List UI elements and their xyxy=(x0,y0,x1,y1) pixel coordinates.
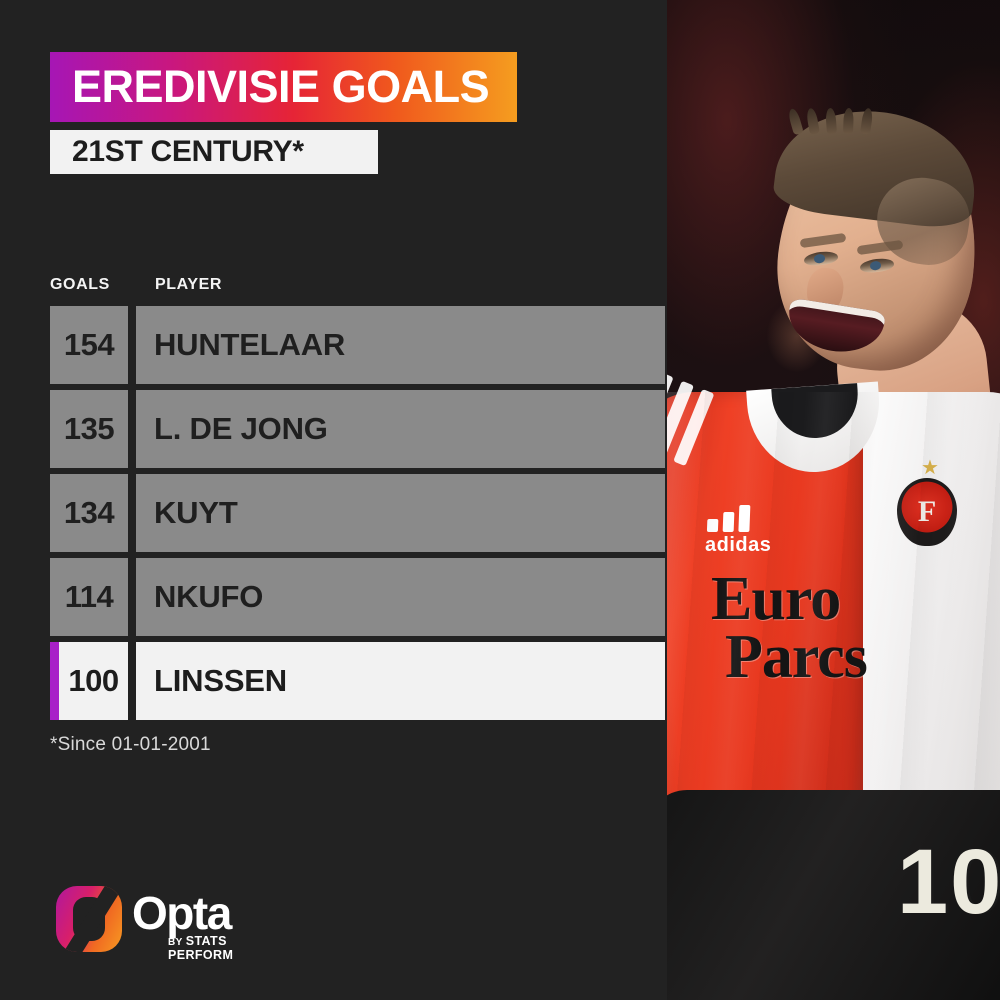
player-photo: adidas Euro Parcs F ★ 10 xyxy=(667,0,1000,1000)
table-column-headers: GOALS PLAYER xyxy=(50,276,665,296)
adidas-logo-icon xyxy=(706,504,769,532)
crest-star-icon: ★ xyxy=(921,457,939,479)
opta-tagline-text: STATS PERFORM xyxy=(168,934,234,962)
column-header-player: PLAYER xyxy=(155,276,223,293)
opta-mark-icon xyxy=(56,886,122,952)
highlight-accent-bar xyxy=(50,642,59,720)
page-subtitle: 21ST CENTURY* xyxy=(72,135,304,168)
table-row[interactable]: 114 NKUFO xyxy=(50,558,665,636)
opta-tagline: BY STATS PERFORM xyxy=(168,934,233,962)
cell-goals: 134 xyxy=(50,474,128,552)
cell-player: LINSSEN xyxy=(136,642,665,720)
cell-goals: 100 xyxy=(50,642,128,720)
goals-value: 154 xyxy=(63,327,115,362)
cell-player: KUYT xyxy=(136,474,665,552)
cell-goals: 135 xyxy=(50,390,128,468)
subtitle-box: 21ST CENTURY* xyxy=(50,130,378,174)
column-header-goals: GOALS xyxy=(50,276,110,293)
jersey-sponsor: Euro Parcs xyxy=(711,565,1000,692)
feyenoord-crest-icon: F xyxy=(897,478,957,546)
player-name: NKUFO xyxy=(154,579,264,614)
table-row[interactable]: 134 KUYT xyxy=(50,474,665,552)
cell-goals: 154 xyxy=(50,306,128,384)
player-name: L. DE JONG xyxy=(154,411,328,446)
opta-wordmark: Opta xyxy=(132,887,232,939)
shorts-number: 10 xyxy=(897,831,1000,933)
cell-player: HUNTELAAR xyxy=(136,306,665,384)
page-title: EREDIVISIE GOALS xyxy=(72,61,490,112)
table-row[interactable]: 154 HUNTELAAR xyxy=(50,306,665,384)
footnote: *Since 01-01-2001 xyxy=(50,734,211,755)
goals-value: 114 xyxy=(64,579,114,614)
cell-player: L. DE JONG xyxy=(136,390,665,468)
player-name: KUYT xyxy=(154,495,238,530)
opta-tagline-by: BY xyxy=(168,937,186,948)
player-name: LINSSEN xyxy=(154,663,287,698)
cell-player: NKUFO xyxy=(136,558,665,636)
table-row-highlighted[interactable]: 100 LINSSEN xyxy=(50,642,665,720)
player-jersey: adidas Euro Parcs F ★ xyxy=(667,372,1000,812)
crest-letter: F xyxy=(917,495,937,528)
player-shorts xyxy=(667,790,1000,1000)
player-name: HUNTELAAR xyxy=(154,327,346,362)
goals-value: 134 xyxy=(63,495,115,530)
goals-value: 100 xyxy=(68,663,119,698)
goals-value: 135 xyxy=(63,411,115,446)
table-row[interactable]: 135 L. DE JONG xyxy=(50,390,665,468)
jersey-white-half xyxy=(863,392,1000,812)
headline-gradient-bar: EREDIVISIE GOALS xyxy=(50,52,517,122)
adidas-wordmark: adidas xyxy=(705,534,772,556)
sponsor-line-1: Euro xyxy=(711,565,841,633)
goals-table: 154 HUNTELAAR 135 L. DE JONG 134 KUYT xyxy=(50,306,665,726)
sponsor-line-2: Parcs xyxy=(725,623,868,692)
cell-goals: 114 xyxy=(50,558,128,636)
